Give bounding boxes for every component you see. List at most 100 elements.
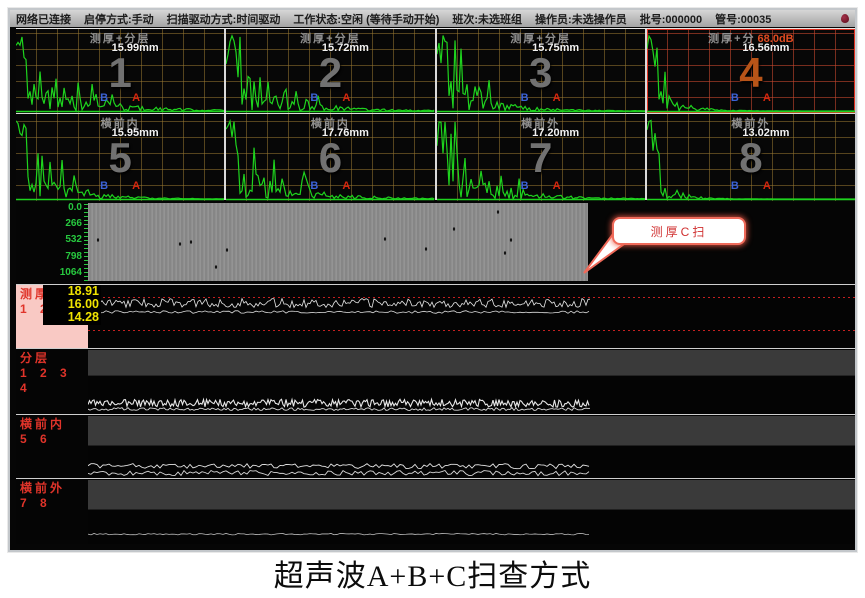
bscan-row-thickness: 测厚 1 2 3 18.91 16.00 14.28 [16,284,855,348]
gate-b-icon: B [520,180,529,192]
ascan-waveform [16,120,225,201]
ascan-waveform [16,36,225,113]
gate-b-icon: B [730,92,739,104]
cscan-axis-label: 266 [65,218,82,229]
channel-title: 横前内 [310,118,350,130]
bscan-label-lamination[interactable]: 分层 1 2 3 4 [16,349,88,414]
channel-number: 4 [739,49,763,96]
status-shift: 班次:未选班组 [452,13,523,26]
gate-a-icon: A [342,92,351,104]
bscan-strip-lamination [88,349,855,414]
channel-title: 测厚+分 68.0dB [708,33,794,45]
ascan-panel-4-selected[interactable]: 测厚+分 68.0dB 16.56mm 4 B A [646,29,855,113]
cscan-image [88,203,588,281]
channel-title: 横前内 [100,118,140,130]
status-batch-no: 批号:000000 [639,13,703,26]
row-channels: 1 2 3 4 [20,366,72,395]
thickness-value: 14.28 [67,310,99,324]
cscan-axis-label: 798 [65,251,82,262]
status-scan-drive: 扫描驱动方式:时间驱动 [166,13,281,26]
thickness-value: 16.00 [67,297,99,311]
thickness-readout: 15.75mm [532,42,580,54]
channel-number: 1 [108,49,132,96]
channel-title: 测厚+分层 [89,33,151,45]
gate-a-icon: A [762,92,771,104]
gate-a-icon: A [132,92,141,104]
cscan-callout: 测厚C扫 [612,217,746,245]
figure-caption: 超声波A+B+C扫查方式 [273,560,592,593]
gate-a-icon: A [552,180,561,192]
thickness-readout: 15.99mm [111,42,159,54]
thickness-values: 18.91 16.00 14.28 [43,285,101,325]
channel-title: 横前外 [731,118,771,130]
bscan-label-thickness[interactable]: 测厚 1 2 3 18.91 16.00 14.28 [16,285,101,348]
channel-number: 7 [528,134,553,181]
row-title: 测厚 [20,287,51,301]
row-title: 分层 [20,351,51,365]
thickness-readout: 16.56mm [742,42,790,54]
bscan-row-transverse-inner: 横前内 5 6 [16,414,855,478]
channel-title: 横前外 [521,118,561,130]
gate-b-icon: B [100,180,109,192]
bscan-strip-thickness [88,285,855,348]
cscan-axis-label: 532 [65,234,82,245]
channel-number: 6 [318,134,343,181]
record-dot-icon [841,14,849,23]
cscan-defect-specks [96,210,513,269]
row-channels: 5 6 [20,432,52,446]
ascan-panel-7[interactable]: 横前外 17.20mm 7 B A [436,114,645,201]
ascan-waveform [646,119,855,201]
row-channels: 7 8 [20,496,52,510]
bscan-label-transverse-inner[interactable]: 横前内 5 6 [16,415,88,478]
status-work-state: 工作状态:空闲 (等待手动开始) [293,13,440,26]
gate-b-icon: B [310,180,319,192]
ascan-waveform [436,121,645,201]
gate-a-icon: A [762,180,771,192]
bscan-strip-transverse-inner [88,415,855,478]
cscan-axis-label: 1064 [59,267,82,278]
gate-b-icon: B [730,180,739,192]
status-toolbar: 网络已连接 启停方式:手动 扫描驱动方式:时间驱动 工作状态:空闲 (等待手动开… [10,10,855,27]
thickness-readout: 17.20mm [532,127,580,139]
bscan-row-lamination: 分层 1 2 3 4 [16,348,855,414]
gate-b-icon: B [310,92,319,104]
channel-number: 3 [528,49,553,96]
channel-number: 2 [318,49,343,96]
bscan-label-transverse-outer[interactable]: 横前外 7 8 [16,479,88,544]
gate-a-icon: A [132,180,141,192]
row-title: 横前外 [20,481,66,495]
ascan-waveform [226,34,435,113]
gain-readout: 68.0dB [757,33,794,45]
cscan-section: 0.0 266 532 798 1064 测厚C扫 [16,201,855,284]
channel-title: 测厚+分层 [510,33,571,45]
cscan-axis-label: 0.0 [68,202,82,213]
gate-a-icon: A [342,180,351,192]
ascan-waveform [226,118,435,201]
bscan-row-transverse-outer: 横前外 7 8 [16,478,855,544]
thickness-readout: 13.02mm [742,127,790,139]
gate-b-icon: B [520,92,529,104]
ascan-waveform [646,34,855,113]
channel-title: 测厚+分层 [300,33,361,45]
status-network: 网络已连接 [16,13,71,26]
status-operator: 操作员:未选操作员 [535,13,627,26]
row-title: 横前内 [20,417,66,431]
thickness-value: 18.91 [67,284,99,298]
channel-number: 8 [739,134,763,181]
channel-number: 5 [108,134,132,181]
bscan-strip-transverse-outer [88,479,855,544]
